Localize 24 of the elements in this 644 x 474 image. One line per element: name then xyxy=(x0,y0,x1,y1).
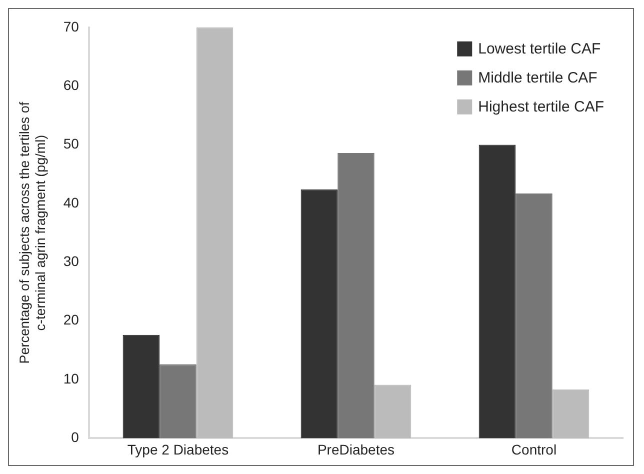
y-tick-label: 20 xyxy=(63,312,80,328)
bar xyxy=(552,389,590,438)
x-tick-label: PreDiabetes xyxy=(317,441,395,458)
y-axis-title: Percentage of subjects across the tertiles of c-terminal agrin fragment (pg/ml) xyxy=(16,102,48,364)
bar xyxy=(300,189,338,438)
y-tick-label: 60 xyxy=(63,76,80,93)
bar xyxy=(122,334,160,438)
y-tick-label: 40 xyxy=(63,194,80,210)
bar xyxy=(478,144,516,438)
y-tick-label: 50 xyxy=(63,136,80,152)
y-tick-label: 30 xyxy=(63,253,80,269)
y-tick-label: 0 xyxy=(71,429,80,446)
legend-label: Highest tertile CAF xyxy=(478,98,604,116)
bar xyxy=(516,193,552,438)
y-tick-label: 10 xyxy=(63,370,80,386)
bar xyxy=(160,364,196,438)
x-tick-label: Type 2 Diabetes xyxy=(127,441,229,458)
bar xyxy=(374,384,412,438)
bar xyxy=(338,152,374,438)
bar xyxy=(196,27,234,438)
legend-label: Lowest tertile CAF xyxy=(478,40,601,58)
x-tick-label: Control xyxy=(511,441,557,458)
legend-label: Middle tertile CAF xyxy=(478,70,598,87)
y-tick-label: 70 xyxy=(63,18,80,34)
